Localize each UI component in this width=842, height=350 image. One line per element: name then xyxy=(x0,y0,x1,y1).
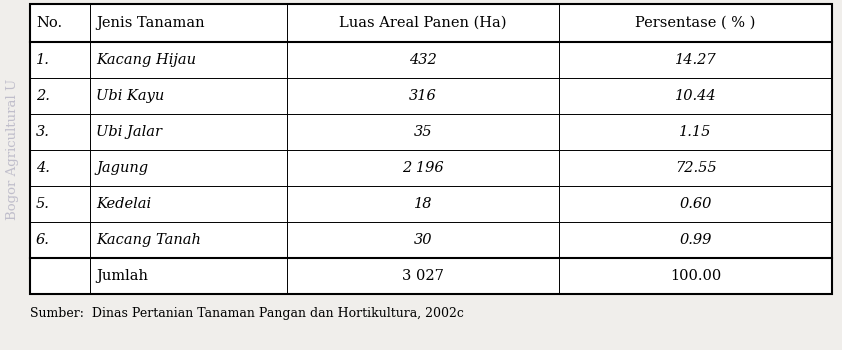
Text: Kacang Hijau: Kacang Hijau xyxy=(96,53,196,67)
Text: 30: 30 xyxy=(413,233,432,247)
Text: Jenis Tanaman: Jenis Tanaman xyxy=(96,16,205,30)
Text: 35: 35 xyxy=(413,125,432,139)
Text: 2.: 2. xyxy=(36,89,50,103)
Text: 3 027: 3 027 xyxy=(402,269,444,283)
Bar xyxy=(30,4,832,294)
Text: 10.44: 10.44 xyxy=(674,89,717,103)
Text: Jumlah: Jumlah xyxy=(96,269,148,283)
Text: Ubi Jalar: Ubi Jalar xyxy=(96,125,163,139)
Text: 2 196: 2 196 xyxy=(402,161,444,175)
Text: 6.: 6. xyxy=(36,233,50,247)
Text: 18: 18 xyxy=(413,197,432,211)
Text: 1.: 1. xyxy=(36,53,50,67)
Text: 72.55: 72.55 xyxy=(674,161,717,175)
Text: Luas Areal Panen (Ha): Luas Areal Panen (Ha) xyxy=(339,16,507,30)
Text: Persentase ( % ): Persentase ( % ) xyxy=(636,16,756,30)
Text: 3.: 3. xyxy=(36,125,50,139)
Text: 432: 432 xyxy=(409,53,437,67)
Text: Jagung: Jagung xyxy=(96,161,148,175)
Text: Kedelai: Kedelai xyxy=(96,197,152,211)
Text: 100.00: 100.00 xyxy=(670,269,722,283)
Text: 5.: 5. xyxy=(36,197,50,211)
Text: Ubi Kayu: Ubi Kayu xyxy=(96,89,164,103)
Text: 1.15: 1.15 xyxy=(679,125,711,139)
Text: 14.27: 14.27 xyxy=(674,53,717,67)
Text: Bogor Agricultural U: Bogor Agricultural U xyxy=(7,78,19,220)
Text: 0.60: 0.60 xyxy=(679,197,711,211)
Text: Kacang Tanah: Kacang Tanah xyxy=(96,233,201,247)
Text: 0.99: 0.99 xyxy=(679,233,711,247)
Bar xyxy=(30,4,832,294)
Text: 316: 316 xyxy=(409,89,437,103)
Text: Sumber:  Dinas Pertanian Tanaman Pangan dan Hortikultura, 2002c: Sumber: Dinas Pertanian Tanaman Pangan d… xyxy=(30,308,464,321)
Text: 4.: 4. xyxy=(36,161,50,175)
Text: No.: No. xyxy=(36,16,62,30)
